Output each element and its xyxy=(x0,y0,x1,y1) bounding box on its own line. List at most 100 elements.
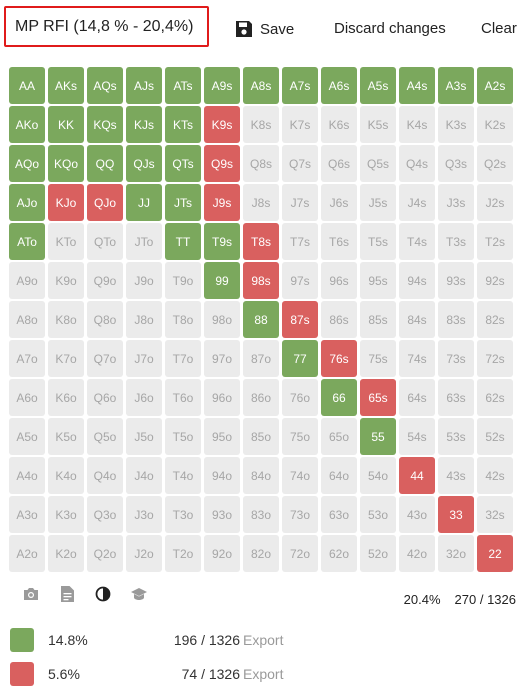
hand-cell-aqs[interactable]: AQs xyxy=(87,67,123,104)
hand-cell-j9o[interactable]: J9o xyxy=(126,262,162,299)
hand-cell-j9s[interactable]: J9s xyxy=(204,184,240,221)
hand-cell-q4s[interactable]: Q4s xyxy=(399,145,435,182)
hand-cell-t4o[interactable]: T4o xyxy=(165,457,201,494)
hand-cell-42s[interactable]: 42s xyxy=(477,457,513,494)
hand-cell-j7s[interactable]: J7s xyxy=(282,184,318,221)
hand-cell-k2o[interactable]: K2o xyxy=(48,535,84,572)
export-button[interactable]: Export xyxy=(243,666,284,682)
hand-cell-86o[interactable]: 86o xyxy=(243,379,279,416)
hand-cell-q6o[interactable]: Q6o xyxy=(87,379,123,416)
hand-cell-53s[interactable]: 53s xyxy=(438,418,474,455)
hand-cell-k4s[interactable]: K4s xyxy=(399,106,435,143)
hand-cell-94o[interactable]: 94o xyxy=(204,457,240,494)
hand-cell-a6o[interactable]: A6o xyxy=(9,379,45,416)
hand-cell-kjo[interactable]: KJo xyxy=(48,184,84,221)
hand-cell-j5s[interactable]: J5s xyxy=(360,184,396,221)
hand-cell-k7s[interactable]: K7s xyxy=(282,106,318,143)
hand-cell-99[interactable]: 99 xyxy=(204,262,240,299)
hand-cell-a9s[interactable]: A9s xyxy=(204,67,240,104)
hand-cell-42o[interactable]: 42o xyxy=(399,535,435,572)
range-title[interactable]: MP RFI (14,8 % - 20,4%) xyxy=(4,6,209,47)
hand-cell-53o[interactable]: 53o xyxy=(360,496,396,533)
hand-cell-64s[interactable]: 64s xyxy=(399,379,435,416)
hand-cell-aks[interactable]: AKs xyxy=(48,67,84,104)
hand-cell-t5s[interactable]: T5s xyxy=(360,223,396,260)
hand-cell-73s[interactable]: 73s xyxy=(438,340,474,377)
hand-cell-qjo[interactable]: QJo xyxy=(87,184,123,221)
hand-cell-74o[interactable]: 74o xyxy=(282,457,318,494)
hand-cell-ajo[interactable]: AJo xyxy=(9,184,45,221)
hand-cell-j8o[interactable]: J8o xyxy=(126,301,162,338)
hand-cell-k3s[interactable]: K3s xyxy=(438,106,474,143)
hand-cell-k9o[interactable]: K9o xyxy=(48,262,84,299)
hand-cell-t2s[interactable]: T2s xyxy=(477,223,513,260)
hand-cell-a2s[interactable]: A2s xyxy=(477,67,513,104)
hand-cell-85o[interactable]: 85o xyxy=(243,418,279,455)
hand-cell-77[interactable]: 77 xyxy=(282,340,318,377)
hand-cell-t9o[interactable]: T9o xyxy=(165,262,201,299)
hand-cell-q8s[interactable]: Q8s xyxy=(243,145,279,182)
hand-cell-98s[interactable]: 98s xyxy=(243,262,279,299)
hand-cell-ats[interactable]: ATs xyxy=(165,67,201,104)
hand-cell-84s[interactable]: 84s xyxy=(399,301,435,338)
hand-cell-j3s[interactable]: J3s xyxy=(438,184,474,221)
hand-cell-a5o[interactable]: A5o xyxy=(9,418,45,455)
hand-cell-a3s[interactable]: A3s xyxy=(438,67,474,104)
hand-cell-j3o[interactable]: J3o xyxy=(126,496,162,533)
hand-cell-q6s[interactable]: Q6s xyxy=(321,145,357,182)
hand-cell-72s[interactable]: 72s xyxy=(477,340,513,377)
hand-cell-83o[interactable]: 83o xyxy=(243,496,279,533)
hand-cell-87o[interactable]: 87o xyxy=(243,340,279,377)
contrast-icon[interactable] xyxy=(94,585,112,603)
hand-cell-aa[interactable]: AA xyxy=(9,67,45,104)
hand-cell-j8s[interactable]: J8s xyxy=(243,184,279,221)
hand-cell-q2s[interactable]: Q2s xyxy=(477,145,513,182)
hand-cell-k6o[interactable]: K6o xyxy=(48,379,84,416)
hand-cell-q9s[interactable]: Q9s xyxy=(204,145,240,182)
hand-cell-97s[interactable]: 97s xyxy=(282,262,318,299)
hand-cell-32s[interactable]: 32s xyxy=(477,496,513,533)
hand-cell-94s[interactable]: 94s xyxy=(399,262,435,299)
hand-cell-88[interactable]: 88 xyxy=(243,301,279,338)
hand-cell-65o[interactable]: 65o xyxy=(321,418,357,455)
hand-cell-a4s[interactable]: A4s xyxy=(399,67,435,104)
hand-cell-a5s[interactable]: A5s xyxy=(360,67,396,104)
hand-cell-qq[interactable]: QQ xyxy=(87,145,123,182)
hand-cell-ako[interactable]: AKo xyxy=(9,106,45,143)
hand-cell-a4o[interactable]: A4o xyxy=(9,457,45,494)
hand-cell-k7o[interactable]: K7o xyxy=(48,340,84,377)
hand-cell-75o[interactable]: 75o xyxy=(282,418,318,455)
hand-cell-a7s[interactable]: A7s xyxy=(282,67,318,104)
hand-cell-72o[interactable]: 72o xyxy=(282,535,318,572)
hand-cell-q7s[interactable]: Q7s xyxy=(282,145,318,182)
hand-cell-55[interactable]: 55 xyxy=(360,418,396,455)
hand-cell-t4s[interactable]: T4s xyxy=(399,223,435,260)
save-button[interactable]: Save xyxy=(234,18,294,40)
hand-cell-ajs[interactable]: AJs xyxy=(126,67,162,104)
hand-cell-43o[interactable]: 43o xyxy=(399,496,435,533)
hand-cell-k4o[interactable]: K4o xyxy=(48,457,84,494)
hand-cell-k5o[interactable]: K5o xyxy=(48,418,84,455)
hand-cell-k9s[interactable]: K9s xyxy=(204,106,240,143)
hand-cell-kqs[interactable]: KQs xyxy=(87,106,123,143)
hand-cell-a3o[interactable]: A3o xyxy=(9,496,45,533)
hand-cell-q4o[interactable]: Q4o xyxy=(87,457,123,494)
camera-icon[interactable] xyxy=(22,585,40,603)
hand-cell-j2o[interactable]: J2o xyxy=(126,535,162,572)
hand-cell-93o[interactable]: 93o xyxy=(204,496,240,533)
hand-cell-tt[interactable]: TT xyxy=(165,223,201,260)
hand-cell-j7o[interactable]: J7o xyxy=(126,340,162,377)
document-icon[interactable] xyxy=(58,585,76,603)
hand-cell-44[interactable]: 44 xyxy=(399,457,435,494)
hand-cell-92o[interactable]: 92o xyxy=(204,535,240,572)
hand-cell-98o[interactable]: 98o xyxy=(204,301,240,338)
hand-cell-97o[interactable]: 97o xyxy=(204,340,240,377)
hand-cell-a2o[interactable]: A2o xyxy=(9,535,45,572)
hand-cell-j2s[interactable]: J2s xyxy=(477,184,513,221)
hand-cell-t9s[interactable]: T9s xyxy=(204,223,240,260)
hand-cell-87s[interactable]: 87s xyxy=(282,301,318,338)
hand-cell-t5o[interactable]: T5o xyxy=(165,418,201,455)
hand-cell-qto[interactable]: QTo xyxy=(87,223,123,260)
hand-cell-84o[interactable]: 84o xyxy=(243,457,279,494)
hand-cell-a6s[interactable]: A6s xyxy=(321,67,357,104)
